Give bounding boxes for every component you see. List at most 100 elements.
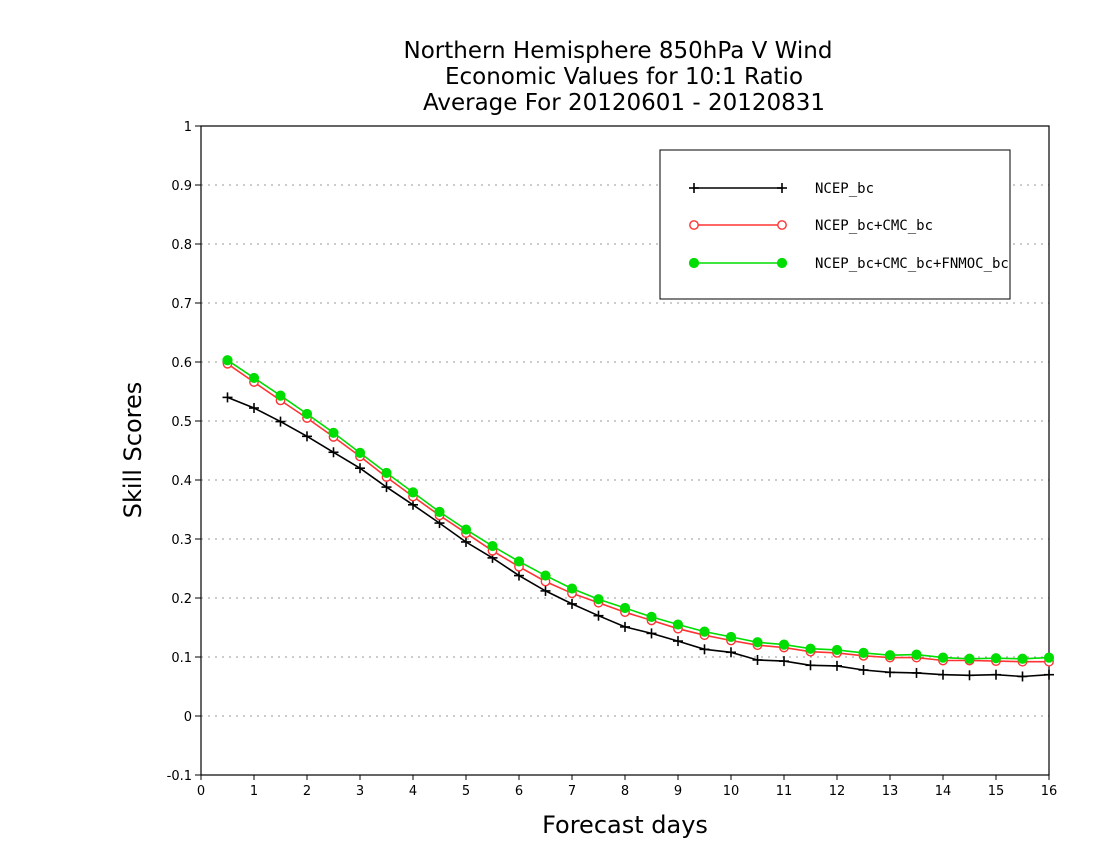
- y-tick-label: 0.2: [171, 592, 192, 607]
- data-point: [1017, 653, 1028, 664]
- data-point: [725, 631, 737, 643]
- data-point: [275, 416, 286, 427]
- x-tick-label: 0: [197, 784, 205, 799]
- data-point: [858, 647, 869, 658]
- gridlines: [201, 184, 1049, 717]
- x-tick-label: 12: [829, 784, 846, 799]
- data-point: [540, 570, 551, 581]
- data-point: [619, 602, 631, 614]
- legend-item: NCEP_bc+CMC_bc+FNMOC_bc: [688, 256, 1009, 272]
- data-point: [275, 390, 286, 401]
- y-tick-label: 0.4: [171, 474, 192, 489]
- data-point: [832, 660, 842, 671]
- data-point: [381, 467, 392, 479]
- data-point: [593, 594, 604, 605]
- y-axis-title: Skill Scores: [119, 382, 147, 519]
- data-point: [699, 626, 710, 637]
- data-point: [355, 463, 365, 474]
- legend-marker: [688, 257, 700, 269]
- x-axis-title: Forecast days: [542, 811, 708, 839]
- data-point: [461, 536, 471, 547]
- x-tick-label: 5: [462, 784, 470, 799]
- data-point: [513, 556, 525, 567]
- x-tick-label: 8: [621, 784, 629, 799]
- x-tick-label: 15: [988, 784, 1005, 799]
- data-point: [937, 652, 949, 663]
- data-point: [593, 610, 604, 621]
- y-tick-label: 0.3: [171, 533, 192, 548]
- legend-items: NCEP_bc NCEP_bc+CMC_bc NCEP_bc+CMC_bc+FNMO…: [688, 181, 1009, 272]
- data-point: [938, 669, 948, 680]
- title-line-2: Economic Values for 10:1 Ratio: [445, 64, 803, 90]
- legend-label: NCEP_bc+CMC_bc: [815, 218, 933, 234]
- x-tick-label: 2: [303, 784, 311, 799]
- data-point: [779, 656, 789, 667]
- data-point: [805, 660, 816, 671]
- y-tick-label: 0.5: [171, 415, 192, 430]
- data-point: [991, 669, 1001, 680]
- data-point: [408, 499, 418, 510]
- legend-marker: [776, 257, 788, 269]
- series-group: [222, 355, 1055, 682]
- legend-marker: [689, 220, 699, 230]
- x-tick-label: 7: [568, 784, 576, 799]
- x-tick-label: 6: [515, 784, 523, 799]
- data-point: [514, 570, 524, 581]
- data-point: [487, 540, 498, 552]
- data-point: [381, 482, 392, 493]
- data-point: [249, 403, 259, 414]
- x-tick-label: 13: [882, 784, 899, 799]
- y-tick-label: 0: [184, 710, 192, 725]
- chart-title: Northern Hemisphere 850hPa V Wind Econom…: [404, 38, 833, 116]
- x-tick-label: 10: [723, 784, 740, 799]
- legend-marker: [777, 220, 787, 230]
- x-tick-label: 1: [250, 784, 258, 799]
- series-line: [227, 363, 1049, 663]
- data-point: [884, 650, 896, 661]
- data-point: [407, 487, 419, 498]
- data-point: [964, 670, 975, 681]
- data-point: [831, 644, 843, 656]
- data-point: [778, 639, 790, 650]
- x-tick-label: 16: [1041, 784, 1058, 799]
- data-point: [752, 637, 763, 648]
- data-point: [222, 392, 233, 403]
- series-1: [222, 358, 1054, 667]
- y-tick-label: -0.1: [167, 769, 192, 784]
- data-point: [354, 447, 366, 458]
- data-point: [911, 667, 922, 678]
- data-point: [858, 664, 869, 675]
- legend-marker: [689, 183, 699, 193]
- data-point: [460, 524, 472, 535]
- data-point: [885, 667, 895, 678]
- data-point: [646, 611, 657, 622]
- y-tick-label: 0.8: [171, 238, 192, 253]
- legend-label: NCEP_bc+CMC_bc+FNMOC_bc: [815, 256, 1009, 272]
- data-point: [673, 636, 683, 647]
- y-axis-ticks: -0.1 0 0.1 0.2 0.3 0.4 0.5 0.6 0.7 0.8 0.9 1: [167, 120, 201, 784]
- x-tick-label: 9: [674, 784, 682, 799]
- data-point: [302, 431, 312, 442]
- data-point: [620, 621, 630, 632]
- series-2: [222, 355, 1055, 664]
- y-tick-label: 0.1: [171, 651, 192, 666]
- data-point: [434, 506, 445, 517]
- x-tick-label: 3: [356, 784, 364, 799]
- legend-label: NCEP_bc: [815, 181, 874, 197]
- y-tick-label: 0.6: [171, 356, 192, 371]
- data-point: [328, 427, 339, 438]
- data-point: [301, 408, 313, 420]
- x-tick-label: 14: [935, 784, 952, 799]
- title-line-1: Northern Hemisphere 850hPa V Wind: [404, 38, 833, 64]
- data-point: [990, 653, 1002, 664]
- data-point: [328, 447, 339, 458]
- series-line: [227, 359, 1050, 660]
- data-point: [1043, 652, 1055, 663]
- y-tick-label: 0.7: [171, 297, 192, 312]
- data-point: [964, 653, 975, 664]
- legend-item: NCEP_bc+CMC_bc: [689, 218, 933, 234]
- legend-item: NCEP_bc: [689, 181, 874, 197]
- legend-marker: [777, 183, 787, 193]
- data-point: [540, 585, 551, 596]
